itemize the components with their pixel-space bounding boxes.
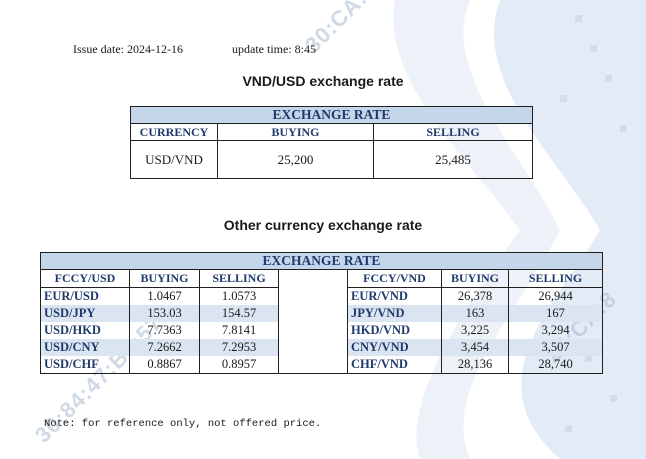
buying-cell: 28,136 [441, 356, 509, 374]
currency-cell: USD/JPY [40, 305, 130, 322]
column-header: SELLING [508, 269, 603, 288]
selling-cell: 3,507 [508, 339, 603, 356]
column-header: FCCY/VND [347, 269, 442, 288]
currency-cell: CNY/VND [347, 339, 442, 356]
gap-cell [278, 356, 348, 374]
currency-cell: JPY/VND [347, 305, 442, 322]
disclaimer-note: Note: for reference only, not offered pr… [44, 418, 322, 430]
selling-cell: 7.2953 [199, 339, 279, 356]
column-header: FCCY/USD [40, 269, 130, 288]
buying-cell: 3,454 [441, 339, 509, 356]
table-header: EXCHANGE RATE [40, 252, 603, 270]
buying-cell: 7.7363 [129, 322, 200, 339]
column-header: SELLING [373, 123, 533, 141]
table-row: USD/VND 25,200 25,485 [130, 140, 533, 179]
gap-cell [278, 287, 348, 305]
buying-cell: 163 [441, 305, 509, 322]
table-row: USD/HKD 7.7363 7.8141 HKD/VND 3,225 3,29… [40, 322, 603, 339]
selling-cell: 28,740 [508, 356, 603, 374]
selling-cell: 26,944 [508, 287, 603, 305]
buying-cell: 7.2662 [129, 339, 200, 356]
currency-cell: EUR/USD [40, 287, 130, 305]
update-time-value: 8:45 [294, 42, 316, 56]
table-row: USD/JPY 153.03 154.57 JPY/VND 163 167 [40, 305, 603, 322]
selling-cell: 167 [508, 305, 603, 322]
gap-cell [278, 305, 348, 322]
selling-cell: 3,294 [508, 322, 603, 339]
buying-cell: 3,225 [441, 322, 509, 339]
currency-cell: USD/HKD [40, 322, 130, 339]
issue-date-value: 2024-12-16 [126, 42, 183, 56]
column-header: CURRENCY [130, 123, 218, 141]
issue-date: Issue date: 2024-12-16 [73, 42, 183, 57]
other-currency-table: EXCHANGE RATE FCCY/USD BUYING SELLING FC… [40, 252, 603, 374]
update-time-label: update time: [232, 42, 292, 56]
table-row: USD/CHF 0.8867 0.8957 CHF/VND 28,136 28,… [40, 356, 603, 374]
column-header: BUYING [129, 269, 200, 288]
vnd-usd-table: EXCHANGE RATE CURRENCY BUYING SELLING US… [130, 106, 533, 179]
currency-cell: USD/VND [130, 140, 218, 179]
column-header: BUYING [441, 269, 509, 288]
currency-cell: USD/CHF [40, 356, 130, 374]
selling-cell: 7.8141 [199, 322, 279, 339]
buying-cell: 26,378 [441, 287, 509, 305]
currency-cell: EUR/VND [347, 287, 442, 305]
buying-cell: 0.8867 [129, 356, 200, 374]
vnd-usd-title: VND/USD exchange rate [242, 73, 404, 89]
buying-cell: 153.03 [129, 305, 200, 322]
table-header: EXCHANGE RATE [130, 106, 533, 124]
gap-cell [278, 322, 348, 339]
selling-cell: 0.8957 [199, 356, 279, 374]
selling-cell: 154.57 [199, 305, 279, 322]
buying-cell: 1.0467 [129, 287, 200, 305]
column-header: BUYING [217, 123, 374, 141]
issue-date-label: Issue date: [73, 42, 124, 56]
currency-cell: USD/CNY [40, 339, 130, 356]
other-currency-title: Other currency exchange rate [223, 217, 423, 233]
column-header: SELLING [199, 269, 279, 288]
table-row: USD/CNY 7.2662 7.2953 CNY/VND 3,454 3,50… [40, 339, 603, 356]
gap-cell [278, 339, 348, 356]
currency-cell: HKD/VND [347, 322, 442, 339]
table-row: EUR/USD 1.0467 1.0573 EUR/VND 26,378 26,… [40, 287, 603, 305]
buying-cell: 25,200 [217, 140, 374, 179]
update-time: update time: 8:45 [232, 42, 316, 57]
gap-cell [278, 269, 348, 288]
currency-cell: CHF/VND [347, 356, 442, 374]
selling-cell: 25,485 [373, 140, 533, 179]
selling-cell: 1.0573 [199, 287, 279, 305]
